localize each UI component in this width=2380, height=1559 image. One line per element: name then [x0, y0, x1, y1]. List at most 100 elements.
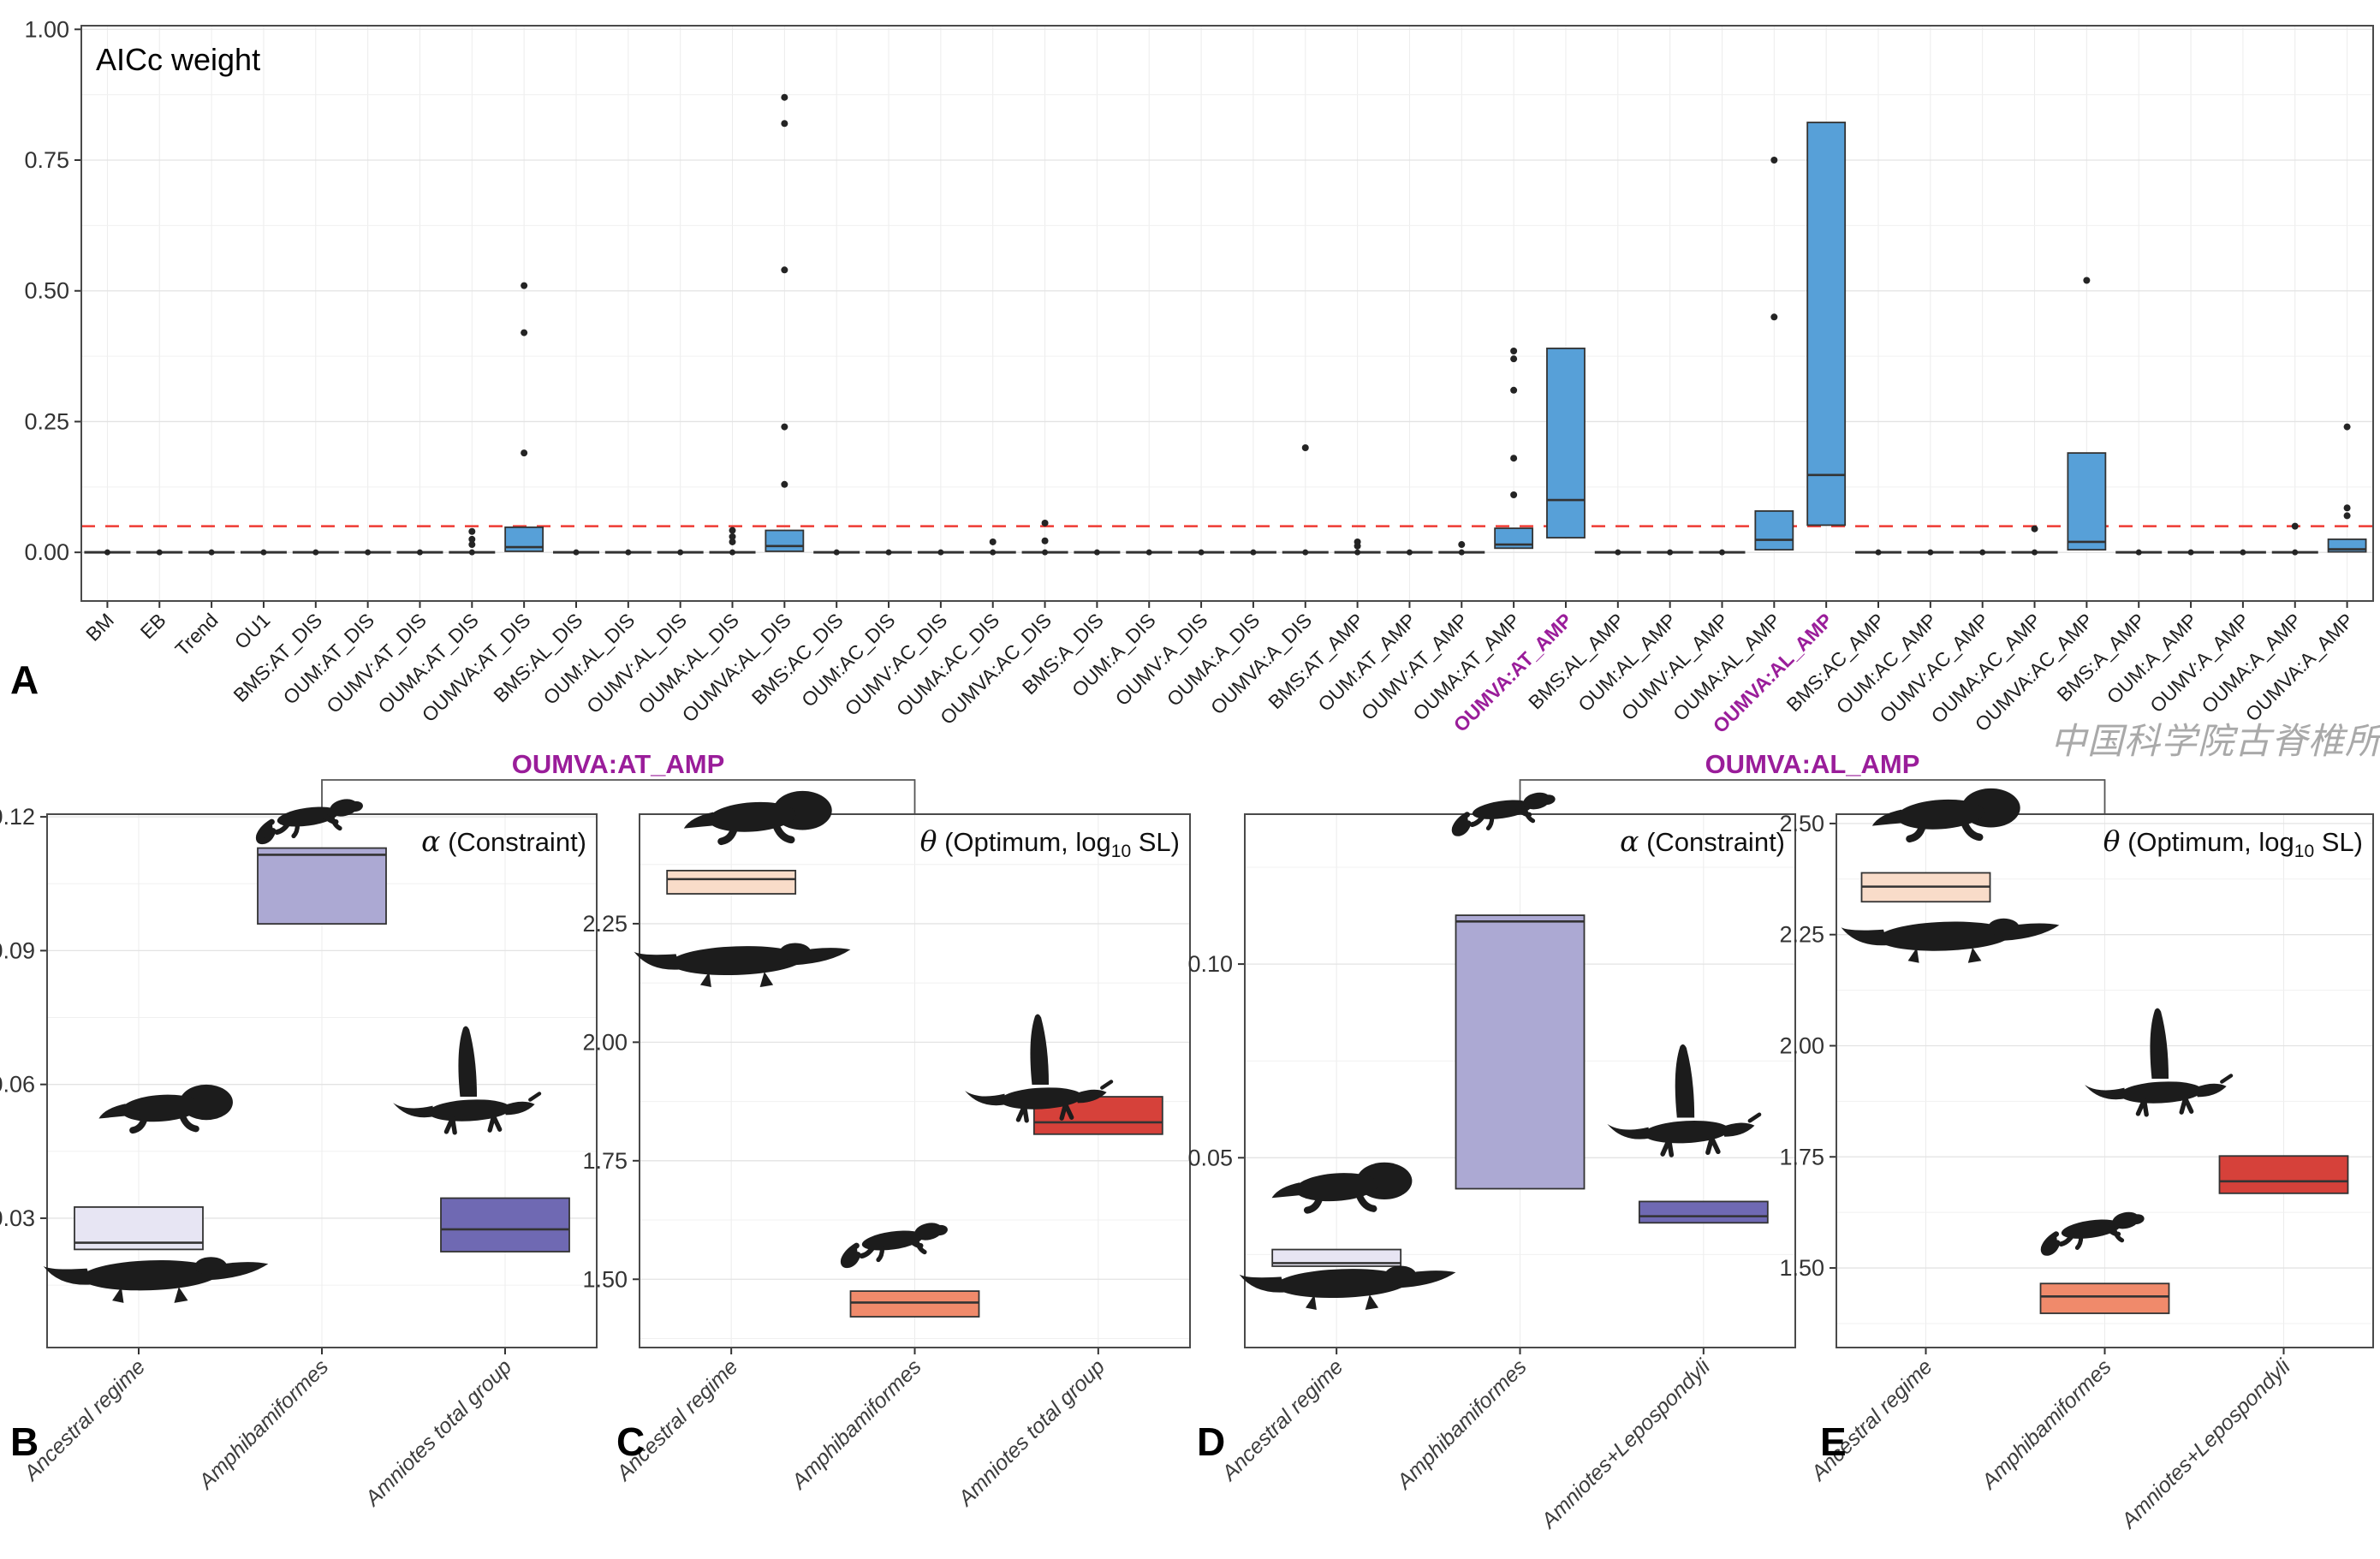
x-tick-Ancestral regime: Ancestral regime — [1217, 1354, 1348, 1486]
boxplot-OUMA:A_AMP — [2271, 549, 2318, 556]
boxplot-OUMVA:AC_DIS — [1021, 549, 1068, 556]
boxplot-OUMVA:A_DIS — [1282, 549, 1329, 556]
outlier-point — [729, 533, 736, 540]
x-tick-OUM:A_AMP: OUM:A_AMP — [2103, 609, 2202, 708]
boxplot-OUMA:A_DIS — [1229, 549, 1276, 556]
outlier-point — [521, 329, 528, 336]
outlier-point — [1770, 313, 1778, 321]
outlier-point — [781, 480, 788, 488]
boxplot-OUMV:AC_AMP — [1959, 549, 2006, 556]
axis-label: α (Constraint) — [1620, 824, 1785, 858]
outlier-point — [1770, 157, 1778, 164]
boxplot-OUMA:AT_DIS — [449, 549, 496, 556]
outlier-point — [521, 282, 528, 289]
temnospondyl-silhouette — [98, 1084, 233, 1134]
outlier-point — [1301, 444, 1309, 452]
y-tick-2.50: 2.50 — [1779, 811, 1824, 836]
temnospondyl-silhouette — [1871, 788, 2020, 843]
group-title-oumva-al-amp: OUMVA:AL_AMP — [1705, 749, 1920, 779]
outlier-point — [781, 120, 788, 128]
temnospondyl-silhouette — [1271, 1162, 1413, 1214]
gridlines — [640, 814, 1190, 1348]
boxplot-BMS:AL_AMP — [1594, 549, 1641, 556]
y-tick-0.10: 0.10 — [1187, 951, 1233, 977]
y-tick-1.50: 1.50 — [1779, 1255, 1824, 1281]
x-tick-Amphibamiformes: Amphibamiformes — [1391, 1354, 1532, 1495]
boxplot-Amphibamiformes — [1455, 914, 1586, 1190]
panel-border — [639, 813, 1191, 1348]
boxplots — [666, 869, 1163, 1318]
boxplot-OUMV:A_DIS — [1178, 549, 1225, 556]
boxplot-Ancestral regime — [666, 869, 797, 895]
y-tick-2.25: 2.25 — [1779, 922, 1824, 948]
outlier-point — [1041, 519, 1049, 527]
x-tick-OU1: OU1 — [230, 609, 275, 653]
platyhystrix-silhouette — [965, 1014, 1114, 1123]
boxplot-OU1 — [240, 549, 287, 556]
x-tick-Amniotes total group: Amniotes total group — [953, 1354, 1110, 1511]
boxplot-BMS:AL_DIS — [552, 549, 599, 556]
outlier-point — [1510, 455, 1518, 462]
x-tick-Amphibamiformes: Amphibamiformes — [1976, 1354, 2116, 1495]
salamander-silhouette — [1451, 792, 1556, 836]
platyhystrix-silhouette — [1607, 1044, 1762, 1157]
x-tick-Trend: Trend — [170, 609, 222, 660]
axis-label: α (Constraint) — [421, 824, 586, 858]
outlier-point — [2291, 522, 2299, 530]
x-tick-Amniotes+Lepospondyli: Amniotes+Lepospondyli — [1536, 1354, 1716, 1533]
boxplot-OUMV:AT_DIS — [396, 549, 443, 556]
x-tick-OUM:AT_DIS: OUM:AT_DIS — [279, 609, 379, 709]
boxplot-OUMA:AC_AMP — [2011, 549, 2058, 556]
outlier-point — [2343, 512, 2351, 520]
outlier-point — [2083, 277, 2091, 284]
boxplot-Amniotes+Lepospondyli — [2218, 1155, 2349, 1194]
outlier-point — [2031, 525, 2038, 533]
y-tick-0.03: 0.03 — [0, 1205, 35, 1231]
outlier-point — [1510, 355, 1518, 363]
boxplot-Ancestral regime — [1860, 872, 1991, 903]
boxplot-BMS:AC_DIS — [813, 549, 860, 556]
panel-b-letter: B — [10, 1419, 39, 1464]
boxplot-OUMVA:AT_DIS — [504, 526, 544, 552]
axis-label: θ (Optimum, log10 SL) — [920, 824, 1180, 861]
group-bracket — [321, 779, 916, 814]
boxplot-OUMA:AC_DIS — [969, 549, 1016, 556]
boxplot-BMS:AT_AMP — [1334, 549, 1381, 556]
y-tick-1.75: 1.75 — [1779, 1144, 1824, 1169]
institution-watermark: 中国科学院古脊椎所 — [2050, 720, 2380, 762]
boxplot-EB — [136, 549, 183, 556]
x-tick-Amniotes+Lepospondyli: Amniotes+Lepospondyli — [2115, 1354, 2295, 1533]
boxplot-OUM:AL_AMP — [1646, 549, 1693, 556]
outlier-point — [1510, 491, 1518, 498]
boxplots — [1860, 872, 2349, 1314]
y-tick-1.50: 1.50 — [582, 1266, 628, 1292]
salamander-silhouette — [840, 1223, 948, 1269]
x-tick-Amphibamiformes: Amphibamiformes — [786, 1354, 926, 1495]
x-tick-OUM:AL_DIS: OUM:AL_DIS — [538, 609, 639, 709]
y-tick-2.25: 2.25 — [582, 911, 628, 937]
y-tick-0.05: 0.05 — [1187, 1145, 1233, 1170]
salamander-silhouette — [2040, 1211, 2145, 1256]
crocodile-silhouette — [43, 1257, 269, 1303]
boxplot-OUMA:AL_AMP — [1754, 510, 1794, 551]
y-tick-0.12: 0.12 — [0, 804, 35, 830]
group-bracket — [1519, 779, 2106, 814]
x-tick-BM: BM — [81, 609, 118, 646]
outlier-point — [1041, 537, 1049, 544]
boxplots — [74, 847, 570, 1253]
group-title-oumva-at-amp: OUMVA:AT_AMP — [512, 749, 725, 779]
boxplot-BMS:AC_AMP — [1855, 549, 1902, 556]
outlier-point — [2343, 504, 2351, 512]
x-tick-BMS:AC_DIS: BMS:AC_DIS — [747, 609, 848, 709]
boxplot-Ancestral regime — [74, 1206, 204, 1251]
panel-a-letter: A — [10, 658, 39, 702]
platyhystrix-silhouette — [393, 1026, 542, 1135]
boxplot-OUMVA:AT_AMP — [1546, 348, 1586, 539]
boxplot-Amphibamiformes — [257, 847, 387, 925]
outlier-point — [1510, 386, 1518, 394]
y-tick-2.00: 2.00 — [582, 1029, 628, 1055]
boxplot-OUMVA:AL_DIS — [765, 529, 805, 552]
platyhystrix-silhouette — [2085, 1008, 2234, 1117]
